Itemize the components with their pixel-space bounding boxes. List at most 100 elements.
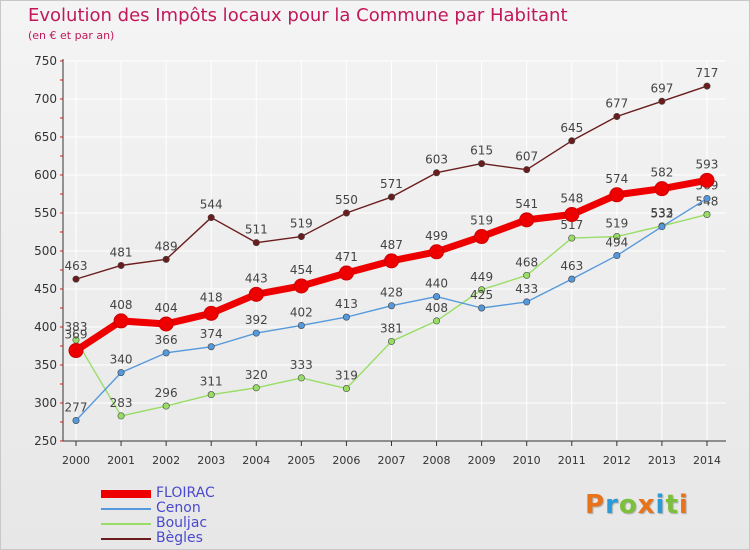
data-point	[387, 302, 395, 310]
x-tick-label: 2012	[603, 454, 631, 467]
data-point	[342, 313, 350, 321]
data-label: 511	[245, 223, 268, 237]
data-label: 366	[155, 333, 178, 347]
x-tick-label: 2007	[377, 454, 405, 467]
data-label: 548	[560, 192, 583, 206]
data-label: 408	[425, 301, 448, 315]
x-tick-label: 2011	[558, 454, 586, 467]
data-point	[162, 255, 170, 263]
data-point	[613, 233, 621, 241]
data-label: 607	[515, 150, 538, 164]
data-label: 408	[110, 298, 133, 312]
data-point	[523, 166, 531, 174]
data-point	[613, 252, 621, 260]
data-point	[252, 384, 260, 392]
data-label: 333	[290, 358, 313, 372]
data-label: 582	[650, 166, 673, 180]
y-tick-label: 250	[34, 434, 57, 448]
data-label: 319	[335, 369, 358, 383]
y-tick-label: 550	[34, 206, 57, 220]
data-point	[207, 391, 215, 399]
data-label: 593	[696, 157, 719, 171]
data-point	[252, 329, 260, 337]
data-point	[564, 207, 580, 223]
data-label: 487	[380, 238, 403, 252]
data-label: 340	[110, 353, 133, 367]
data-point	[519, 212, 535, 228]
x-tick-label: 2004	[242, 454, 270, 467]
data-point	[342, 385, 350, 393]
data-label: 383	[65, 320, 88, 334]
data-point	[654, 181, 670, 197]
y-tick-label: 700	[34, 92, 57, 106]
data-label: 533	[650, 206, 673, 220]
data-point	[248, 286, 264, 302]
legend-label: Bègles	[156, 530, 203, 546]
data-label: 603	[425, 153, 448, 167]
legend-label: Cenon	[156, 500, 201, 516]
y-tick-label: 500	[34, 244, 57, 258]
data-label: 519	[290, 217, 313, 231]
chart-legend: FLOIRAC Cenon Bouljac Bègles	[101, 486, 215, 546]
data-point	[117, 261, 125, 269]
data-point	[433, 293, 441, 301]
legend-swatch	[101, 507, 151, 510]
x-tick-label: 2013	[648, 454, 676, 467]
data-label: 489	[155, 239, 178, 253]
data-label: 494	[605, 236, 628, 250]
data-label: 517	[560, 218, 583, 232]
data-point	[158, 316, 174, 332]
legend-label: FLOIRAC	[156, 485, 215, 501]
data-point	[699, 172, 715, 188]
data-point	[293, 278, 309, 294]
data-label: 413	[335, 297, 358, 311]
data-label: 443	[245, 271, 268, 285]
data-point	[297, 321, 305, 329]
data-label: 402	[290, 305, 313, 319]
data-point	[429, 244, 445, 260]
legend-swatch	[101, 522, 151, 525]
data-point	[433, 169, 441, 177]
data-point	[478, 304, 486, 312]
data-point	[338, 265, 354, 281]
data-point	[703, 82, 711, 90]
legend-swatch	[101, 489, 151, 498]
data-point	[387, 193, 395, 201]
data-label: 296	[155, 386, 178, 400]
legend-item: FLOIRAC	[101, 486, 215, 501]
data-label: 468	[515, 255, 538, 269]
data-point	[203, 305, 219, 321]
proxiti-logo: Proxiti	[585, 490, 689, 520]
data-point	[207, 343, 215, 351]
data-label: 717	[696, 66, 719, 80]
data-label: 519	[605, 217, 628, 231]
data-point	[523, 298, 531, 306]
data-label: 541	[515, 197, 538, 211]
legend-item: Bègles	[101, 531, 215, 546]
data-point	[297, 374, 305, 382]
data-point	[297, 233, 305, 241]
data-label: 499	[425, 229, 448, 243]
data-point	[383, 253, 399, 269]
data-label: 428	[380, 286, 403, 300]
x-tick-label: 2000	[62, 454, 90, 467]
x-tick-label: 2008	[423, 454, 451, 467]
legend-item: Cenon	[101, 501, 215, 516]
data-point	[474, 229, 490, 245]
x-tick-label: 2002	[152, 454, 180, 467]
x-tick-label: 2003	[197, 454, 225, 467]
data-label: 440	[425, 277, 448, 291]
data-point	[387, 337, 395, 345]
x-tick-label: 2001	[107, 454, 135, 467]
data-label: 369	[65, 328, 88, 342]
legend-swatch	[101, 537, 151, 540]
data-point	[478, 286, 486, 294]
data-label: 697	[650, 81, 673, 95]
data-label: 463	[65, 259, 88, 273]
data-point	[72, 275, 80, 283]
data-point	[658, 223, 666, 231]
data-label: 544	[200, 198, 223, 212]
data-label: 449	[470, 270, 493, 284]
